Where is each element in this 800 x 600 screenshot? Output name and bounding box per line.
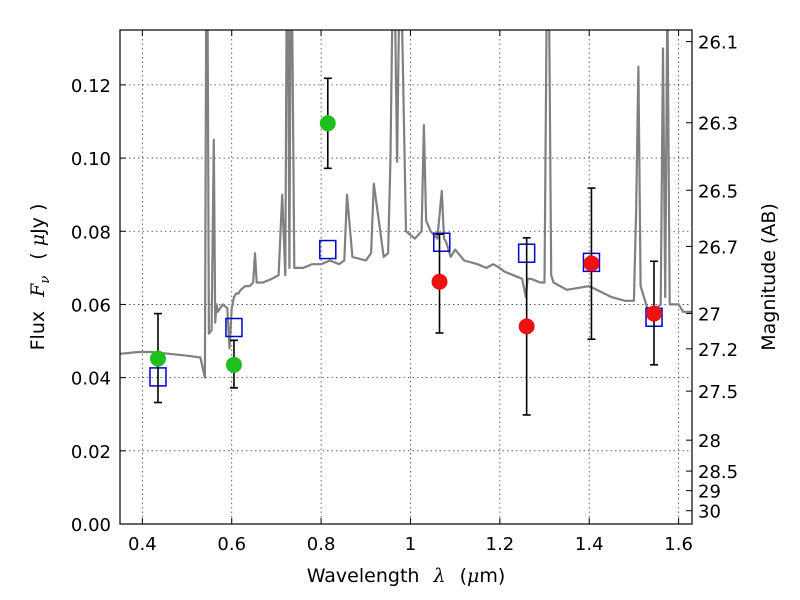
y-tick-label: 0.08 xyxy=(71,222,111,243)
y-axis-unit-open: ( xyxy=(27,252,49,259)
y-axis-unit-rest: Jy ) xyxy=(27,204,49,235)
y2-tick-label: 28 xyxy=(698,431,721,452)
x-axis-unit-mu: μ xyxy=(467,565,479,587)
y2-tick-label: 27.2 xyxy=(698,340,738,361)
x-tick-label: 0.4 xyxy=(128,534,157,555)
y2-axis-title: Magnitude (AB) xyxy=(758,203,780,351)
y-axis-title-text: Flux xyxy=(27,311,49,351)
data-points xyxy=(149,77,663,416)
x-axis-title: Wavelength λ (μm) xyxy=(307,565,506,587)
y2-tick-label: 29 xyxy=(698,482,721,503)
y2-tick-label: 27.5 xyxy=(698,382,738,403)
model-square xyxy=(319,239,337,260)
red-point xyxy=(431,273,448,290)
x-tick-label: 1.2 xyxy=(486,534,515,555)
model-spectrum xyxy=(120,30,692,379)
y2-tick-label: 26.7 xyxy=(698,237,738,258)
axis-ticks: 0.4 0.6 0.8 1 1.2 1.4 1.6 0.00 0.02 0.04 0.06 0.08 0… xyxy=(71,30,738,555)
green-point xyxy=(319,115,336,132)
green-point xyxy=(149,350,166,367)
x-tick-label: 0.6 xyxy=(217,534,246,555)
x-tick-label: 1.6 xyxy=(664,534,693,555)
y2-tick-label: 30 xyxy=(698,502,721,523)
x-tick-label: 1 xyxy=(405,534,416,555)
y-tick-label: 0.10 xyxy=(71,149,111,170)
y-axis-title: Flux Fν ( μJy ) xyxy=(27,204,54,351)
y-tick-label: 0.04 xyxy=(71,369,111,390)
x-axis-title-text: Wavelength xyxy=(307,565,420,587)
red-point xyxy=(646,305,663,322)
model-square xyxy=(225,317,243,338)
y2-tick-label: 28.5 xyxy=(698,462,738,483)
model-square xyxy=(433,232,451,252)
x-tick-label: 0.8 xyxy=(307,534,336,555)
spectrum-line xyxy=(120,30,692,379)
red-point xyxy=(518,318,535,335)
y-axis-unit-mu: μ xyxy=(27,234,49,246)
y2-tick-label: 27 xyxy=(698,304,721,325)
x-axis-unit-open: ( xyxy=(460,565,467,587)
plot-frame xyxy=(119,29,693,525)
y-tick-label: 0.12 xyxy=(71,76,111,97)
red-point xyxy=(583,255,600,272)
green-point xyxy=(225,356,242,373)
y-tick-label: 0.06 xyxy=(71,295,111,316)
y-axis-symbol-sub: ν xyxy=(38,276,53,284)
y-axis-symbol: F xyxy=(27,283,49,298)
y2-tick-label: 26.3 xyxy=(698,114,738,135)
x-axis-unit-rest: m) xyxy=(479,565,505,587)
y2-tick-label: 26.1 xyxy=(698,33,738,54)
y-tick-label: 0.02 xyxy=(71,442,111,463)
x-tick-label: 1.4 xyxy=(575,534,604,555)
x-axis-symbol: λ xyxy=(432,565,445,587)
y2-tick-label: 26.5 xyxy=(698,181,738,202)
y-tick-label: 0.00 xyxy=(71,515,111,536)
